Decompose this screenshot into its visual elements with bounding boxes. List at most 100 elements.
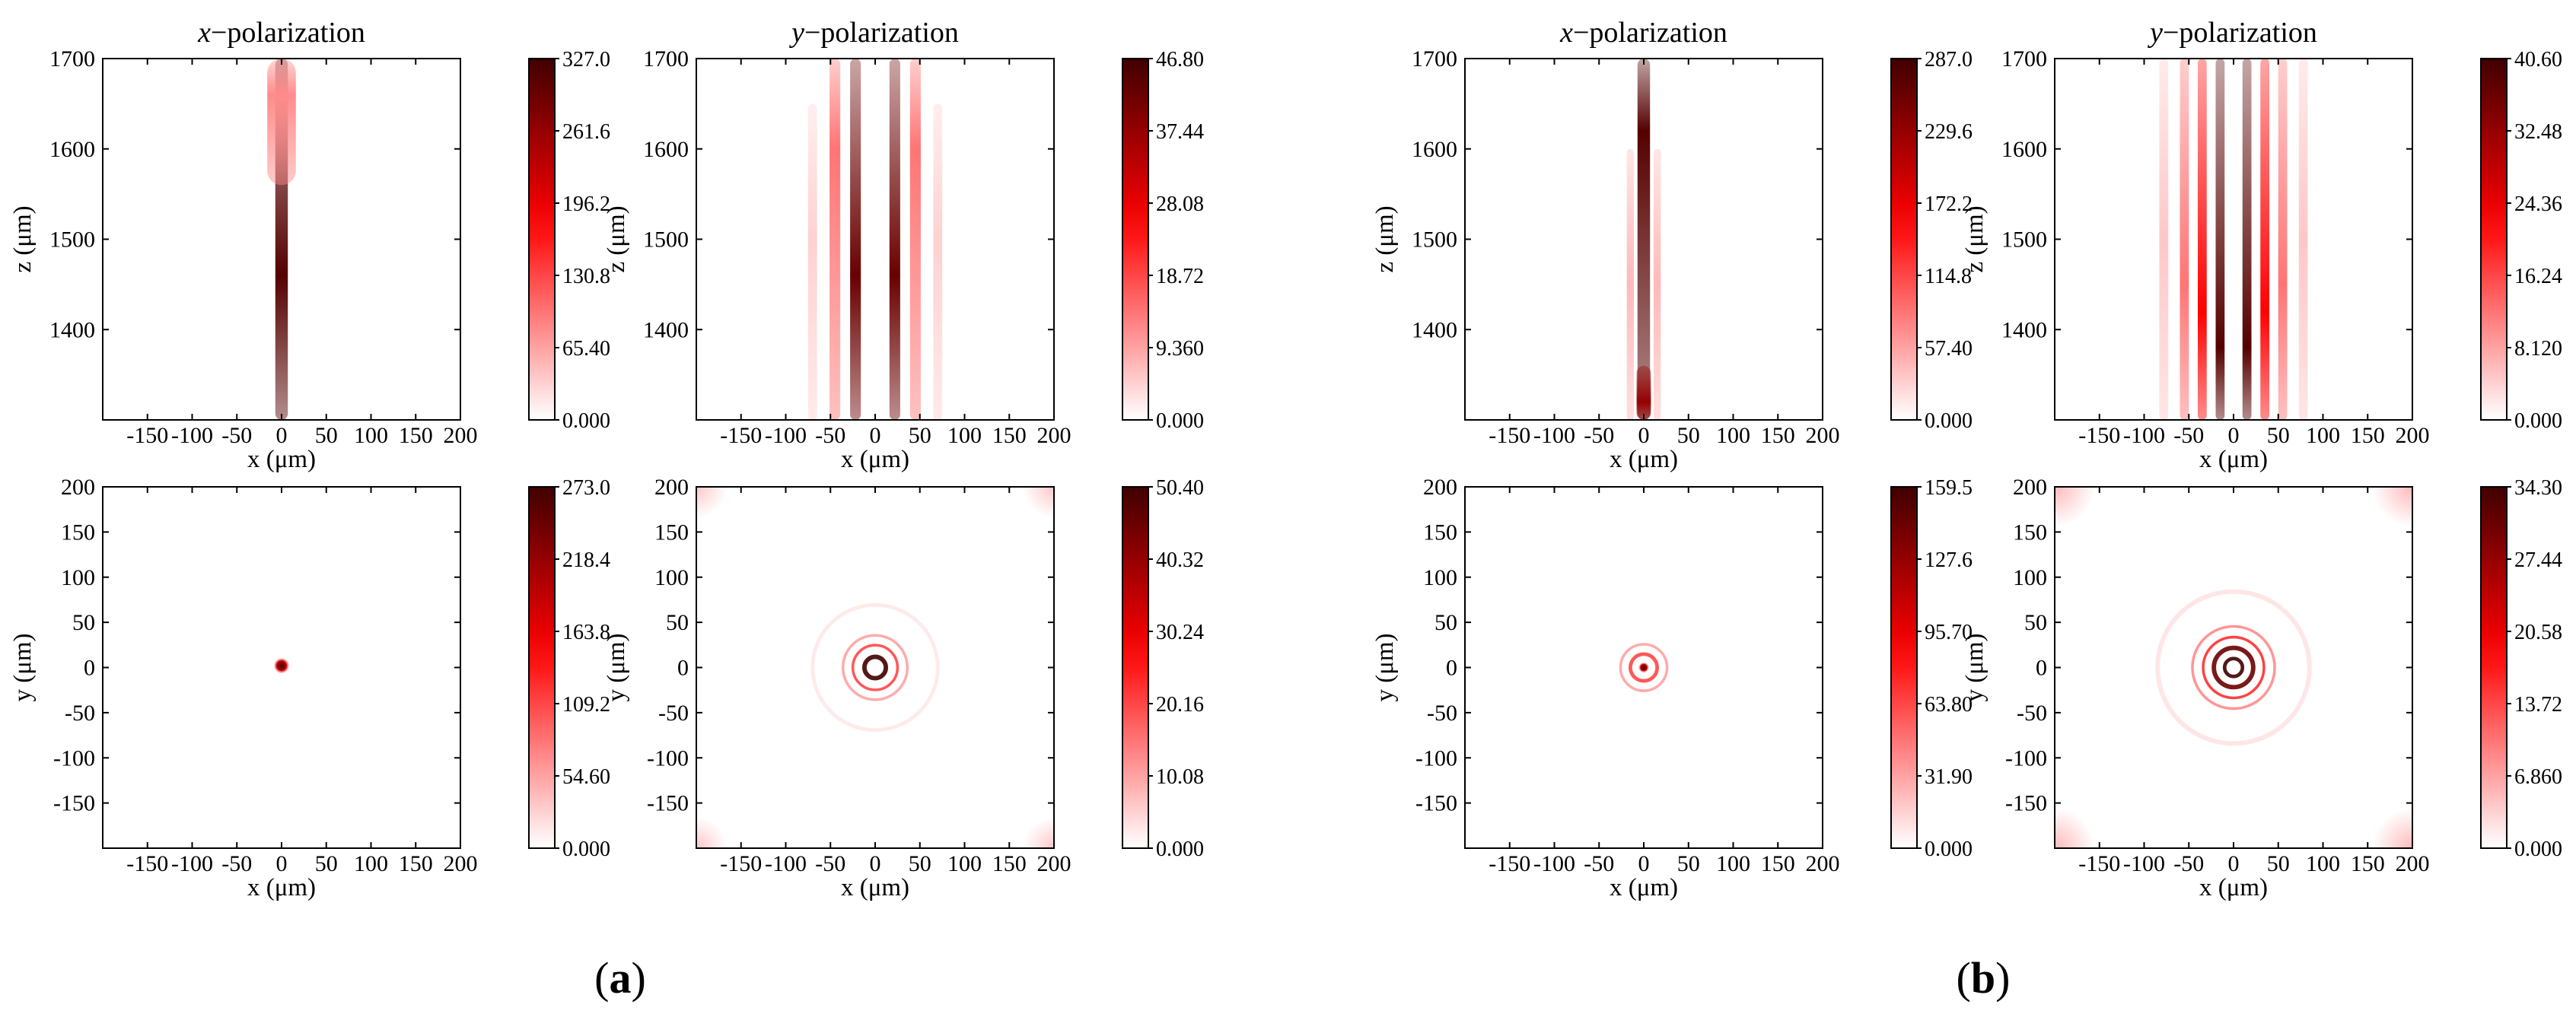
x-tick-label: 50 [2267, 851, 2290, 876]
plot-background [696, 487, 1054, 848]
colorbar-label: 0.000 [1925, 409, 1973, 433]
plot-area [1465, 59, 1823, 420]
beam-mark [1653, 148, 1661, 420]
y-tick-label: -50 [1427, 701, 1457, 726]
corner-mark [696, 487, 728, 519]
beam-mark [2215, 59, 2225, 420]
plot-area [696, 59, 1054, 420]
x-tick-label: 200 [1037, 423, 1071, 448]
x-tick-label: -50 [2173, 851, 2204, 876]
panel-title: x−polarization [1559, 17, 1727, 49]
colorbar-label: 0.000 [2514, 838, 2562, 861]
y-tick-label: 1500 [49, 227, 95, 253]
colorbar-label: 6.860 [2514, 765, 2562, 789]
y-tick-label: 1700 [1412, 46, 1457, 72]
y-tick-label: -50 [65, 701, 95, 726]
x-tick-label: 150 [2351, 423, 2385, 448]
x-axis-label: x (μm) [247, 446, 316, 473]
colorbar [528, 58, 556, 421]
y-tick-label: -150 [2005, 791, 2047, 816]
y-tick-label: 1600 [643, 137, 689, 162]
y-tick-label: 1400 [1412, 317, 1457, 342]
colorbar-label: 63.80 [1925, 693, 1973, 717]
y-axis-label: y (μm) [1371, 633, 1399, 701]
beam-mark [807, 103, 817, 420]
colorbar-label: 57.40 [1925, 337, 1973, 361]
x-tick-label: 150 [1761, 423, 1795, 448]
colorbar-label: 20.58 [2514, 621, 2562, 644]
colorbar-label: 10.08 [1156, 765, 1204, 789]
ring-mark [851, 644, 900, 691]
y-tick-label: 1400 [2001, 317, 2047, 342]
chart-a-xy-y: -150 -100 -50 0 50 100 150 200-150-100-50050100… [603, 475, 1204, 901]
beam-mark [2298, 59, 2308, 420]
x-tick-label: 200 [1806, 851, 1840, 876]
x-tick-label: 0 [870, 851, 881, 876]
x-tick-label: 100 [1716, 851, 1750, 876]
x-tick-label: 50 [909, 851, 931, 876]
y-tick-label: 200 [1423, 475, 1457, 500]
colorbar-label: 16.24 [2514, 265, 2562, 288]
chart-a-xy-x: -150 -100 -50 0 50 100 150 200-150-100-50050100… [9, 475, 610, 901]
beam-mark [2159, 59, 2169, 420]
caption-a: (a) [594, 953, 646, 1003]
x-tick-label: 200 [444, 423, 478, 448]
colorbar-label: 34.30 [2514, 476, 2562, 500]
beam-mark [2242, 59, 2252, 420]
colorbar-label: 46.80 [1156, 48, 1204, 72]
x-tick-label: 100 [947, 851, 982, 876]
beam-mark [829, 59, 841, 420]
colorbar-label: 20.16 [1156, 693, 1204, 717]
colorbar-label: 287.0 [1925, 48, 1973, 72]
x-tick-label: -50 [815, 851, 845, 876]
plot-area [1465, 487, 1823, 848]
y-tick-label: 150 [1423, 520, 1457, 545]
beam-mark [909, 59, 921, 420]
corner-mark [696, 816, 728, 848]
chart-b-xy-y: -150 -100 -50 0 50 100 150 200-150-100-50050100… [1961, 475, 2562, 901]
beam-mark [933, 103, 943, 420]
x-tick-label: 50 [1677, 423, 1700, 448]
x-tick-label: -50 [221, 423, 252, 448]
y-tick-label: 100 [1423, 565, 1457, 590]
y-tick-label: 50 [666, 610, 689, 635]
x-tick-label: 0 [2228, 423, 2240, 448]
colorbar-label: 27.44 [2514, 548, 2562, 572]
y-tick-label: 100 [2013, 565, 2047, 590]
x-tick-label: 150 [992, 851, 1027, 876]
x-tick-label: -100 [2123, 851, 2165, 876]
x-tick-label: -100 [1533, 851, 1575, 876]
y-axis-label: z (μm) [603, 205, 630, 272]
plot-background [2055, 59, 2412, 420]
colorbar [1890, 58, 1918, 421]
x-tick-label: 0 [276, 851, 288, 876]
plot-area [2055, 59, 2412, 420]
x-axis-label: x (μm) [841, 446, 909, 473]
ring-mark [2202, 635, 2266, 700]
colorbar-label: 229.6 [1925, 120, 1973, 144]
colorbar-label: 37.44 [1156, 120, 1204, 144]
y-tick-label: 1400 [643, 317, 689, 342]
x-tick-label: -150 [126, 423, 168, 448]
colorbar-label: 40.32 [1156, 548, 1204, 572]
x-tick-label: 0 [1638, 851, 1650, 876]
y-tick-label: 0 [677, 656, 689, 681]
beam-mark [1626, 148, 1635, 420]
plot-area [103, 487, 460, 848]
x-tick-label: -50 [1584, 423, 1614, 448]
x-tick-label: 50 [315, 423, 338, 448]
x-tick-label: -100 [171, 423, 213, 448]
x-axis-label: x (μm) [1610, 446, 1678, 473]
ring-mark [2191, 625, 2276, 710]
colorbar [2480, 486, 2508, 849]
colorbar-label: 0.000 [562, 409, 610, 433]
y-tick-label: -100 [53, 745, 95, 771]
x-tick-label: -150 [126, 851, 168, 876]
y-tick-label: -100 [1415, 745, 1457, 771]
ring-mark [2211, 645, 2256, 690]
colorbar-label: 114.8 [1925, 265, 1972, 288]
corner-mark [1022, 816, 1054, 848]
colorbar [528, 486, 556, 849]
colorbar-label: 196.2 [562, 192, 610, 216]
